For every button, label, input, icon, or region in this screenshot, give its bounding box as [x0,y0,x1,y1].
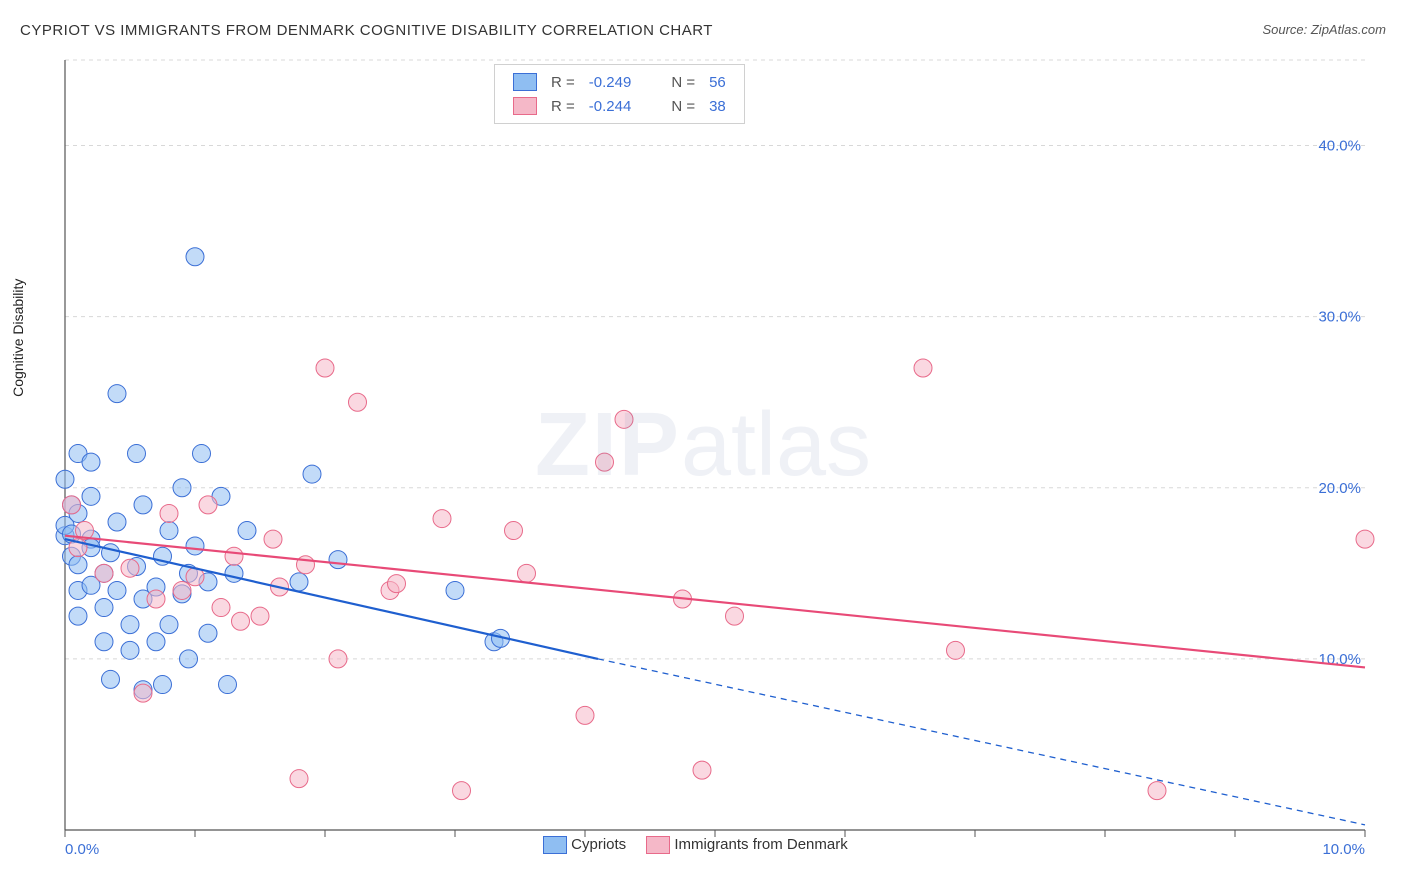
data-point-denmark [212,599,230,617]
data-point-cypriots [147,633,165,651]
data-point-denmark [95,564,113,582]
data-point-denmark [615,410,633,428]
data-point-denmark [251,607,269,625]
data-point-denmark [914,359,932,377]
data-point-cypriots [225,564,243,582]
source-name: ZipAtlas.com [1311,22,1386,37]
data-point-cypriots [446,581,464,599]
data-point-denmark [388,575,406,593]
legend-swatch-cypriots [543,836,567,854]
chart-area: Cognitive Disability ZIPatlas 0.0%10.0%1… [20,50,1386,862]
data-point-cypriots [180,650,198,668]
data-point-cypriots [69,556,87,574]
data-point-denmark [329,650,347,668]
data-point-denmark [693,761,711,779]
data-point-denmark [349,393,367,411]
n-value-cypriots: 56 [703,71,732,93]
data-point-cypriots [290,573,308,591]
legend-item-cypriots: Cypriots [543,836,626,854]
data-point-cypriots [102,544,120,562]
r-value-denmark: -0.244 [583,95,638,117]
data-point-cypriots [173,479,191,497]
legend-row-denmark: R = -0.244 N = 38 [507,95,732,117]
r-prefix: R = [545,71,581,93]
n-prefix: N = [665,71,701,93]
data-point-denmark [121,559,139,577]
data-point-cypriots [108,581,126,599]
data-point-denmark [290,770,308,788]
data-point-denmark [1148,782,1166,800]
data-point-denmark [505,522,523,540]
data-point-cypriots [108,385,126,403]
legend-row-cypriots: R = -0.249 N = 56 [507,71,732,93]
data-point-cypriots [134,496,152,514]
trend-line-cypriots-extrapolated [598,659,1365,825]
y-tick-label: 30.0% [1318,309,1361,326]
chart-title: CYPRIOT VS IMMIGRANTS FROM DENMARK COGNI… [20,22,713,39]
legend-swatch-denmark [513,97,537,115]
data-point-cypriots [82,453,100,471]
data-point-denmark [173,581,191,599]
r-value-cypriots: -0.249 [583,71,638,93]
n-prefix: N = [665,95,701,117]
x-tick-label: 10.0% [1322,841,1365,858]
data-point-denmark [1356,530,1374,548]
data-point-cypriots [128,445,146,463]
legend-swatch-cypriots [513,73,537,91]
data-point-denmark [596,453,614,471]
data-point-cypriots [238,522,256,540]
legend-item-denmark: Immigrants from Denmark [646,836,848,854]
data-point-cypriots [56,470,74,488]
data-point-denmark [225,547,243,565]
y-tick-label: 40.0% [1318,138,1361,155]
n-value-denmark: 38 [703,95,732,117]
data-point-cypriots [95,633,113,651]
data-point-denmark [264,530,282,548]
data-point-cypriots [69,607,87,625]
data-point-denmark [947,641,965,659]
data-point-denmark [232,612,250,630]
data-point-denmark [63,496,81,514]
data-point-cypriots [108,513,126,531]
data-point-cypriots [121,641,139,659]
series-legend: Cypriots Immigrants from Denmark [533,836,858,854]
r-prefix: R = [545,95,581,117]
data-point-cypriots [102,670,120,688]
source-prefix: Source: [1262,22,1310,37]
trend-line-denmark [65,536,1365,668]
y-tick-label: 20.0% [1318,480,1361,497]
data-point-cypriots [219,676,237,694]
data-point-cypriots [186,248,204,266]
legend-swatch-denmark [646,836,670,854]
data-point-denmark [160,504,178,522]
correlation-legend: R = -0.249 N = 56 R = -0.244 N = 38 [494,64,745,124]
legend-label-denmark: Immigrants from Denmark [674,836,847,853]
data-point-denmark [726,607,744,625]
data-point-denmark [147,590,165,608]
data-point-cypriots [95,599,113,617]
data-point-cypriots [82,487,100,505]
data-point-denmark [433,510,451,528]
data-point-denmark [453,782,471,800]
data-point-denmark [518,564,536,582]
data-point-denmark [576,706,594,724]
x-tick-label: 0.0% [65,841,99,858]
data-point-denmark [199,496,217,514]
legend-label-cypriots: Cypriots [571,836,626,853]
data-point-denmark [316,359,334,377]
data-point-denmark [134,684,152,702]
data-point-cypriots [303,465,321,483]
data-point-cypriots [199,624,217,642]
data-point-cypriots [154,676,172,694]
scatter-plot: 0.0%10.0%10.0%20.0%30.0%40.0% [20,50,1385,860]
data-point-cypriots [160,522,178,540]
data-point-cypriots [160,616,178,634]
source-credit: Source: ZipAtlas.com [1262,22,1386,37]
y-axis-label: Cognitive Disability [10,279,26,397]
data-point-cypriots [193,445,211,463]
data-point-cypriots [186,537,204,555]
data-point-cypriots [329,551,347,569]
data-point-cypriots [121,616,139,634]
